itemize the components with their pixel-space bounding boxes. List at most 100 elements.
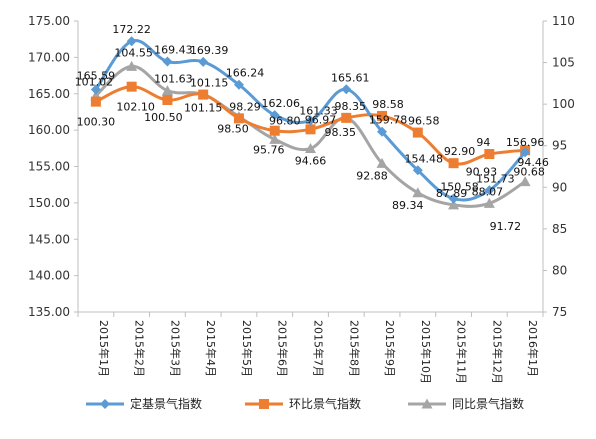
data-label: 98.35 [325, 126, 357, 139]
y-right-tick-label: 110 [552, 14, 575, 28]
data-label: 101.63 [154, 73, 193, 86]
series-point [269, 110, 280, 121]
data-label: 166.24 [226, 67, 265, 80]
data-label: 162.06 [261, 97, 300, 110]
x-tick-label: 2015年9月 [383, 320, 397, 377]
series-point [448, 193, 459, 204]
axes: 135.00 140.00 145.00 150.00 155.00 160.00 165.… [28, 14, 575, 384]
y-right-tick-label: 90 [552, 180, 567, 194]
series-point [305, 143, 316, 154]
y-left-tick-label: 140.00 [28, 269, 70, 283]
legend-label: 环比景气指数 [289, 396, 361, 411]
series-point [484, 185, 495, 196]
data-label: 104.55 [114, 46, 153, 59]
series-point [198, 89, 209, 100]
x-tick-label: 2015年4月 [204, 320, 218, 377]
y-right-tick-label: 85 [552, 222, 567, 236]
series-point [90, 84, 101, 95]
series-point [305, 115, 316, 126]
y-left-tick-label: 150.00 [28, 196, 70, 210]
data-label: 92.90 [444, 145, 476, 158]
data-label: 96.58 [408, 115, 440, 128]
series-point [126, 60, 138, 71]
x-tick-label: 2015年11月 [455, 320, 469, 384]
series-layer [90, 36, 531, 210]
x-tick-label: 2015年7月 [312, 320, 326, 377]
data-label: 87.89 [436, 187, 468, 200]
series-point [198, 56, 209, 67]
series-point [520, 147, 531, 158]
x-tick-label: 2015年12月 [490, 320, 504, 384]
y-left-tick-label: 175.00 [28, 14, 70, 28]
series-point [377, 126, 388, 137]
series-point [412, 187, 424, 198]
series-point [377, 110, 388, 121]
y-right-tick-label: 105 [552, 56, 575, 70]
y-right-tick-label: 80 [552, 263, 567, 277]
data-label: 94.46 [517, 156, 549, 169]
data-label: 96.97 [305, 113, 337, 126]
data-label: 156.96 [506, 136, 545, 149]
data-label: 101.15 [190, 77, 229, 90]
data-label: 90.93 [466, 166, 498, 179]
x-tick-label: 2015年3月 [168, 320, 182, 377]
data-label: 92.88 [356, 169, 388, 182]
y-right-tick-label: 75 [552, 305, 567, 319]
series-point [484, 149, 495, 160]
data-label: 88.07 [472, 185, 504, 198]
series-point [90, 96, 101, 107]
data-label: 151.73 [476, 172, 515, 185]
data-label: 98.35 [335, 100, 367, 113]
series-point [126, 36, 137, 47]
y-left-tick-label: 160.00 [28, 123, 70, 137]
data-label: 89.34 [392, 199, 424, 212]
data-label: 98.50 [217, 123, 249, 136]
data-label: 159.78 [369, 114, 408, 127]
series-point [483, 197, 495, 208]
data-label: 94.66 [295, 155, 327, 168]
data-label: 169.43 [154, 44, 193, 57]
x-tick-label: 2015年6月 [276, 320, 290, 377]
y-left-tick-label: 155.00 [28, 160, 70, 174]
series-point [269, 133, 281, 144]
data-label: 96.80 [269, 115, 301, 128]
data-label: 165.59 [77, 69, 116, 82]
data-label: 98.58 [372, 98, 404, 111]
series-point [162, 94, 173, 105]
series-point [341, 84, 352, 95]
series-point [269, 125, 280, 136]
data-label: 98.29 [229, 100, 261, 113]
data-label: 165.61 [331, 71, 370, 84]
x-tick-label: 2015年1月 [97, 320, 111, 377]
y-right-tick-label: 100 [552, 97, 575, 111]
x-tick-label: 2015年5月 [240, 320, 254, 377]
data-label: 150.58 [440, 181, 479, 194]
series-point [305, 124, 316, 135]
x-tick-label: 2015年8月 [347, 320, 361, 377]
series-point [412, 127, 423, 138]
legend-marker [421, 398, 433, 409]
series-point [126, 81, 137, 92]
x-tick-label: 2015年10月 [419, 320, 433, 384]
data-label: 100.30 [77, 116, 116, 129]
data-label: 172.22 [112, 23, 151, 36]
data-label: 94 [476, 136, 490, 149]
legend: 定基景气指数 环比景气指数 同比景气指数 [86, 396, 524, 411]
data-label: 90.68 [513, 166, 545, 179]
series-point [448, 199, 460, 210]
series-point [519, 176, 531, 187]
y-right-tick-label: 95 [552, 139, 567, 153]
data-label: 154.48 [405, 152, 444, 165]
series-point [162, 56, 173, 67]
legend-label: 定基景气指数 [130, 396, 202, 411]
data-label: 101.02 [75, 76, 114, 89]
y-left-tick-label: 145.00 [28, 232, 70, 246]
data-label: 101.15 [184, 102, 223, 115]
series-point [412, 165, 423, 176]
data-label: 91.72 [490, 220, 522, 233]
series-point [233, 113, 244, 124]
y-left-tick-label: 170.00 [28, 50, 70, 64]
legend-marker [100, 399, 110, 409]
